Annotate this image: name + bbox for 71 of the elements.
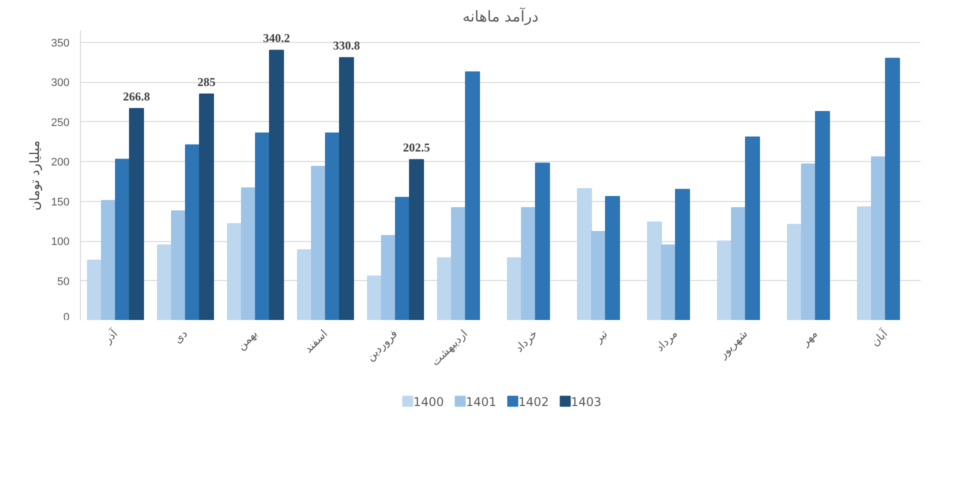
data-label: 266.8 [123,90,150,104]
bar [115,158,130,320]
data-label: 285 [198,75,216,90]
bar [101,200,116,320]
bar [297,249,312,320]
legend-label: 1400 [413,394,444,409]
bar [185,144,200,320]
bar [745,136,760,320]
y-tick-label: 350 [51,37,70,50]
data-label: 330.8 [333,38,360,53]
y-tick-label: 250 [51,116,70,129]
y-tick-label: 100 [51,236,70,248]
x-tick-label: اسفند [302,327,330,356]
bar [535,162,550,320]
bar [311,166,326,320]
y-tick-label: 150 [51,196,70,208]
legend-label: 1402 [518,394,549,409]
bar [787,224,802,320]
bar [871,156,886,320]
bar [577,188,592,320]
data-label: 202.5 [403,140,430,155]
bar [171,210,186,320]
bar [199,94,214,320]
bar [647,221,662,320]
bar [717,240,732,320]
bar [325,132,340,320]
bar [815,111,830,320]
x-tick-label: بهمن [234,327,260,353]
x-tick-label: آذر [100,326,121,347]
x-tick-label: مهر [798,327,820,350]
bar [465,71,480,320]
x-tick-label: تیر [591,327,610,346]
x-tick-label: اردیبهشت [428,327,470,369]
bar [269,50,284,320]
x-tick-label: دی [171,327,190,346]
bar [675,188,690,320]
bar [521,207,536,320]
bar [381,234,396,320]
bar [157,244,172,320]
bar [339,57,354,320]
bar [241,187,256,320]
y-tick-label: 300 [51,77,70,90]
x-tick-label: شهریور [716,327,750,362]
y-axis-title: میلیارد تومان [28,140,44,211]
chart-title: درآمد ماهانه [462,6,539,26]
x-tick-label: مرداد [653,327,680,354]
bar [591,231,606,320]
bar [367,276,382,320]
bar [605,196,620,320]
bar [437,257,452,320]
x-tick-label: آبان [868,326,891,349]
bar [255,132,270,320]
legend-label: 1401 [466,394,496,409]
bar [87,260,102,320]
bar [227,223,242,320]
bar [395,196,410,320]
y-tick-label: 200 [51,156,70,169]
y-tick-label: 50 [57,276,70,288]
bar [451,207,466,320]
bar [801,163,816,320]
bar [129,108,144,320]
x-tick-label: فروردین [364,327,400,364]
bar [409,159,424,320]
x-tick-label: خرداد [512,327,540,355]
data-label: 340.2 [263,31,290,46]
bar [857,206,872,320]
bar [661,244,676,320]
bar [507,257,522,320]
bar [731,207,746,320]
legend-label: 1403 [570,394,602,409]
bar [885,58,900,320]
